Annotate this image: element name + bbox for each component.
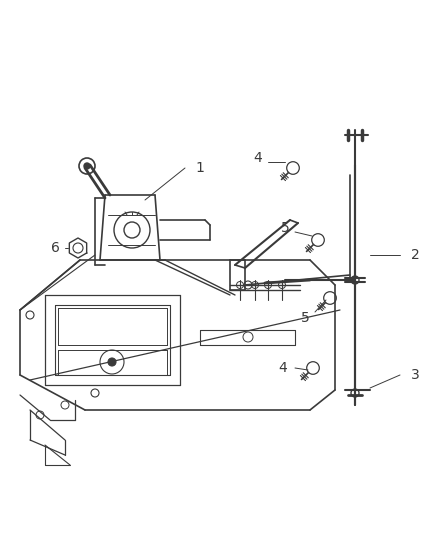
Text: 4: 4 bbox=[254, 151, 262, 165]
Text: 2: 2 bbox=[411, 248, 419, 262]
Text: 1: 1 bbox=[195, 161, 205, 175]
Text: 5: 5 bbox=[281, 221, 290, 235]
Text: 4: 4 bbox=[279, 361, 287, 375]
Text: 5: 5 bbox=[300, 311, 309, 325]
Circle shape bbox=[108, 358, 116, 366]
Circle shape bbox=[84, 163, 90, 169]
Text: 3: 3 bbox=[411, 368, 419, 382]
Text: 6: 6 bbox=[50, 241, 60, 255]
